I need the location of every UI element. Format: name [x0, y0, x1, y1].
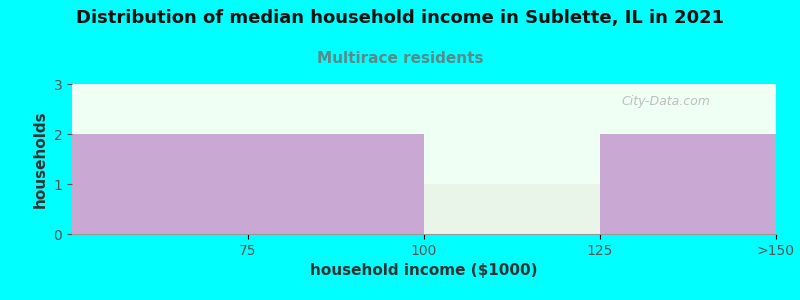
Bar [72, 134, 248, 234]
Bar [248, 134, 424, 234]
Text: City-Data.com: City-Data.com [621, 95, 710, 109]
Text: Distribution of median household income in Sublette, IL in 2021: Distribution of median household income … [76, 9, 724, 27]
X-axis label: household income ($1000): household income ($1000) [310, 263, 538, 278]
Y-axis label: households: households [33, 110, 48, 208]
Bar [600, 134, 776, 234]
Text: Multirace residents: Multirace residents [317, 51, 483, 66]
Bar [424, 184, 600, 234]
